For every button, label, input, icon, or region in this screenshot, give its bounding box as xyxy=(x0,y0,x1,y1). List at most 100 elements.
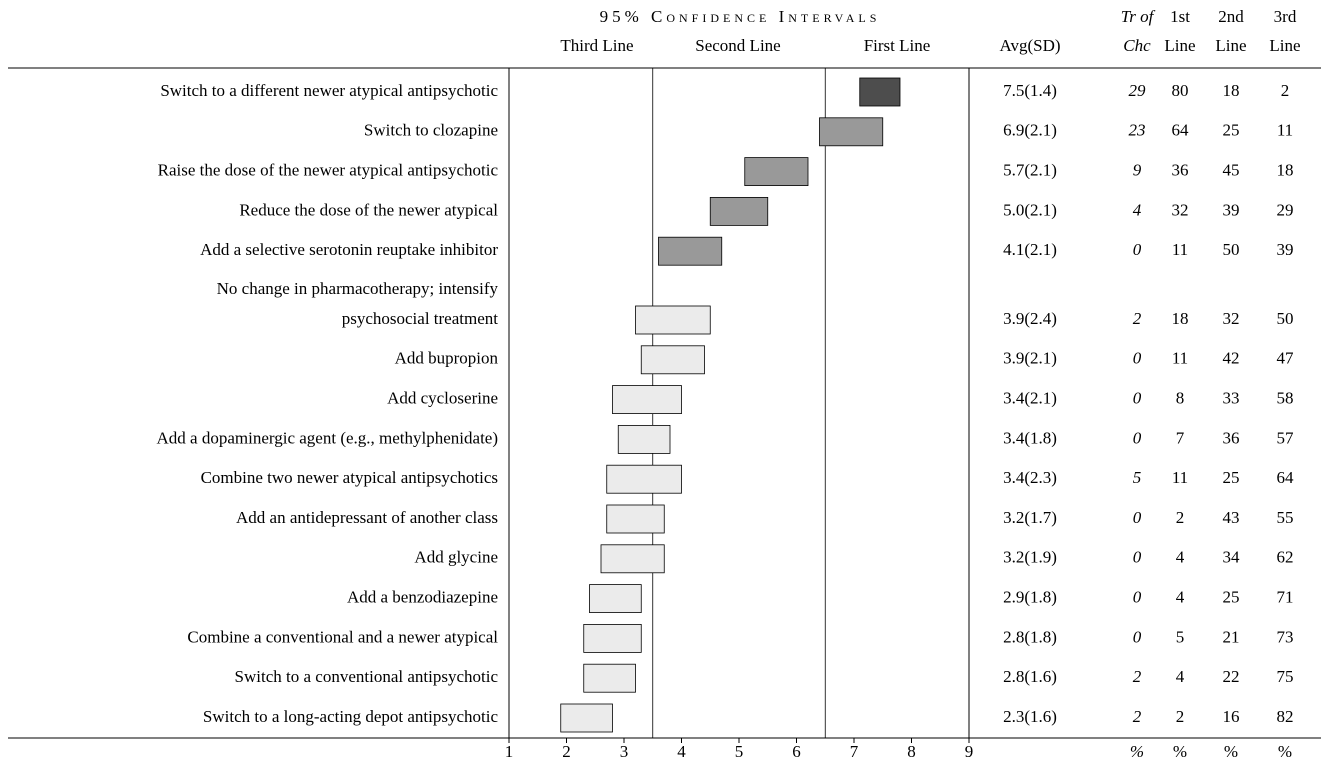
cell: 18 xyxy=(1172,309,1189,328)
row-label: Add an antidepressant of another class xyxy=(236,508,498,527)
row-label: Switch to a conventional antipsychotic xyxy=(235,667,499,686)
band-label: Third Line xyxy=(560,36,633,55)
ci-bar xyxy=(635,305,711,335)
cell: 18 xyxy=(1277,161,1294,180)
row-label: Switch to a long-acting depot antipsycho… xyxy=(203,707,499,726)
cell: 34 xyxy=(1223,548,1241,567)
x-tick-label: 7 xyxy=(850,742,859,761)
cell: 4 xyxy=(1176,548,1185,567)
ci-bar xyxy=(709,196,769,226)
cell: 2 xyxy=(1133,667,1142,686)
cell: 0 xyxy=(1133,240,1142,259)
cell: 36 xyxy=(1172,161,1189,180)
cell: 58 xyxy=(1277,389,1294,408)
ci-bar xyxy=(583,663,636,693)
cell: 2 xyxy=(1133,707,1142,726)
row-label: Add a selective serotonin reuptake inhib… xyxy=(200,240,498,259)
cell: 45 xyxy=(1223,161,1240,180)
column-header: Chc xyxy=(1123,36,1151,55)
column-header: Tr of xyxy=(1121,7,1156,26)
cell: 36 xyxy=(1223,428,1240,447)
cell: 2 xyxy=(1133,309,1142,328)
row-label: Reduce the dose of the newer atypical xyxy=(239,200,498,219)
ci-bar xyxy=(560,703,613,733)
cell: 0 xyxy=(1133,588,1142,607)
cell: 2 xyxy=(1281,81,1290,100)
ci-bar xyxy=(819,117,884,147)
cell: 2 xyxy=(1176,707,1185,726)
cell: 57 xyxy=(1277,428,1295,447)
cell: 0 xyxy=(1133,428,1142,447)
avg-sd: 7.5(1.4) xyxy=(1003,81,1057,100)
cell: 0 xyxy=(1133,627,1142,646)
cell: 9 xyxy=(1133,161,1142,180)
x-tick-label: 4 xyxy=(677,742,686,761)
cell: 7 xyxy=(1176,428,1185,447)
cell: 33 xyxy=(1223,389,1240,408)
cell: 75 xyxy=(1277,667,1294,686)
cell: 11 xyxy=(1172,240,1188,259)
ci-bar xyxy=(640,345,705,375)
cell: 50 xyxy=(1223,240,1240,259)
ci-bar xyxy=(600,544,665,574)
x-tick-label: 2 xyxy=(562,742,571,761)
ci-bar xyxy=(589,584,642,613)
unit-label: % xyxy=(1278,742,1292,761)
cell: 18 xyxy=(1223,81,1240,100)
cell: 8 xyxy=(1176,389,1185,408)
x-tick-label: 9 xyxy=(965,742,974,761)
avg-sd: 2.8(1.8) xyxy=(1003,627,1057,646)
avg-sd: 3.9(2.1) xyxy=(1003,349,1057,368)
cell: 4 xyxy=(1133,200,1142,219)
avg-sd: 3.4(2.3) xyxy=(1003,468,1057,487)
row-label: Switch to clozapine xyxy=(364,121,498,140)
cell: 11 xyxy=(1172,468,1188,487)
cell: 32 xyxy=(1223,309,1240,328)
unit-label: % xyxy=(1130,742,1144,761)
row-label: Combine two newer atypical antipsychotic… xyxy=(201,468,498,487)
column-header: 2nd xyxy=(1218,7,1244,26)
row-label: Add a benzodiazepine xyxy=(347,588,498,607)
cell: 2 xyxy=(1176,508,1185,527)
ci-bar xyxy=(617,424,671,454)
avg-sd: 3.9(2.4) xyxy=(1003,309,1057,328)
avg-sd: 2.3(1.6) xyxy=(1003,707,1057,726)
column-header: 3rd xyxy=(1274,7,1297,26)
ci-bar xyxy=(744,157,809,187)
ci-bar xyxy=(606,504,665,534)
ci-bar xyxy=(859,77,901,107)
cell: 39 xyxy=(1277,240,1294,259)
cell: 55 xyxy=(1277,508,1294,527)
cell: 5 xyxy=(1133,468,1142,487)
cell: 39 xyxy=(1223,200,1240,219)
title: 95% Confidence Intervals xyxy=(600,7,881,26)
cell: 29 xyxy=(1277,200,1294,219)
band-label: Second Line xyxy=(695,36,780,55)
avg-sd: 2.8(1.6) xyxy=(1003,667,1057,686)
cell: 0 xyxy=(1133,548,1142,567)
cell: 80 xyxy=(1172,81,1189,100)
x-tick-label: 6 xyxy=(792,742,801,761)
cell: 42 xyxy=(1223,349,1240,368)
cell: 71 xyxy=(1277,588,1294,607)
column-header: Line xyxy=(1164,36,1195,55)
x-tick-label: 8 xyxy=(907,742,916,761)
row-label: Add cycloserine xyxy=(387,389,498,408)
cell: 50 xyxy=(1277,309,1294,328)
cell: 23 xyxy=(1129,121,1146,140)
column-header: 1st xyxy=(1170,7,1190,26)
cell: 62 xyxy=(1277,548,1294,567)
cell: 4 xyxy=(1176,667,1185,686)
avg-sd: 4.1(2.1) xyxy=(1003,240,1057,259)
row-label: psychosocial treatment xyxy=(342,309,499,328)
column-header: Line xyxy=(1269,36,1300,55)
cell: 21 xyxy=(1223,627,1240,646)
cell: 64 xyxy=(1277,468,1295,487)
row-label: Add a dopaminergic agent (e.g., methylph… xyxy=(157,428,498,447)
avg-sd: 3.4(1.8) xyxy=(1003,428,1057,447)
avg-sd: 3.2(1.9) xyxy=(1003,548,1057,567)
cell: 16 xyxy=(1223,707,1240,726)
unit-label: % xyxy=(1224,742,1238,761)
cell: 0 xyxy=(1133,389,1142,408)
ci-bar xyxy=(606,464,682,494)
